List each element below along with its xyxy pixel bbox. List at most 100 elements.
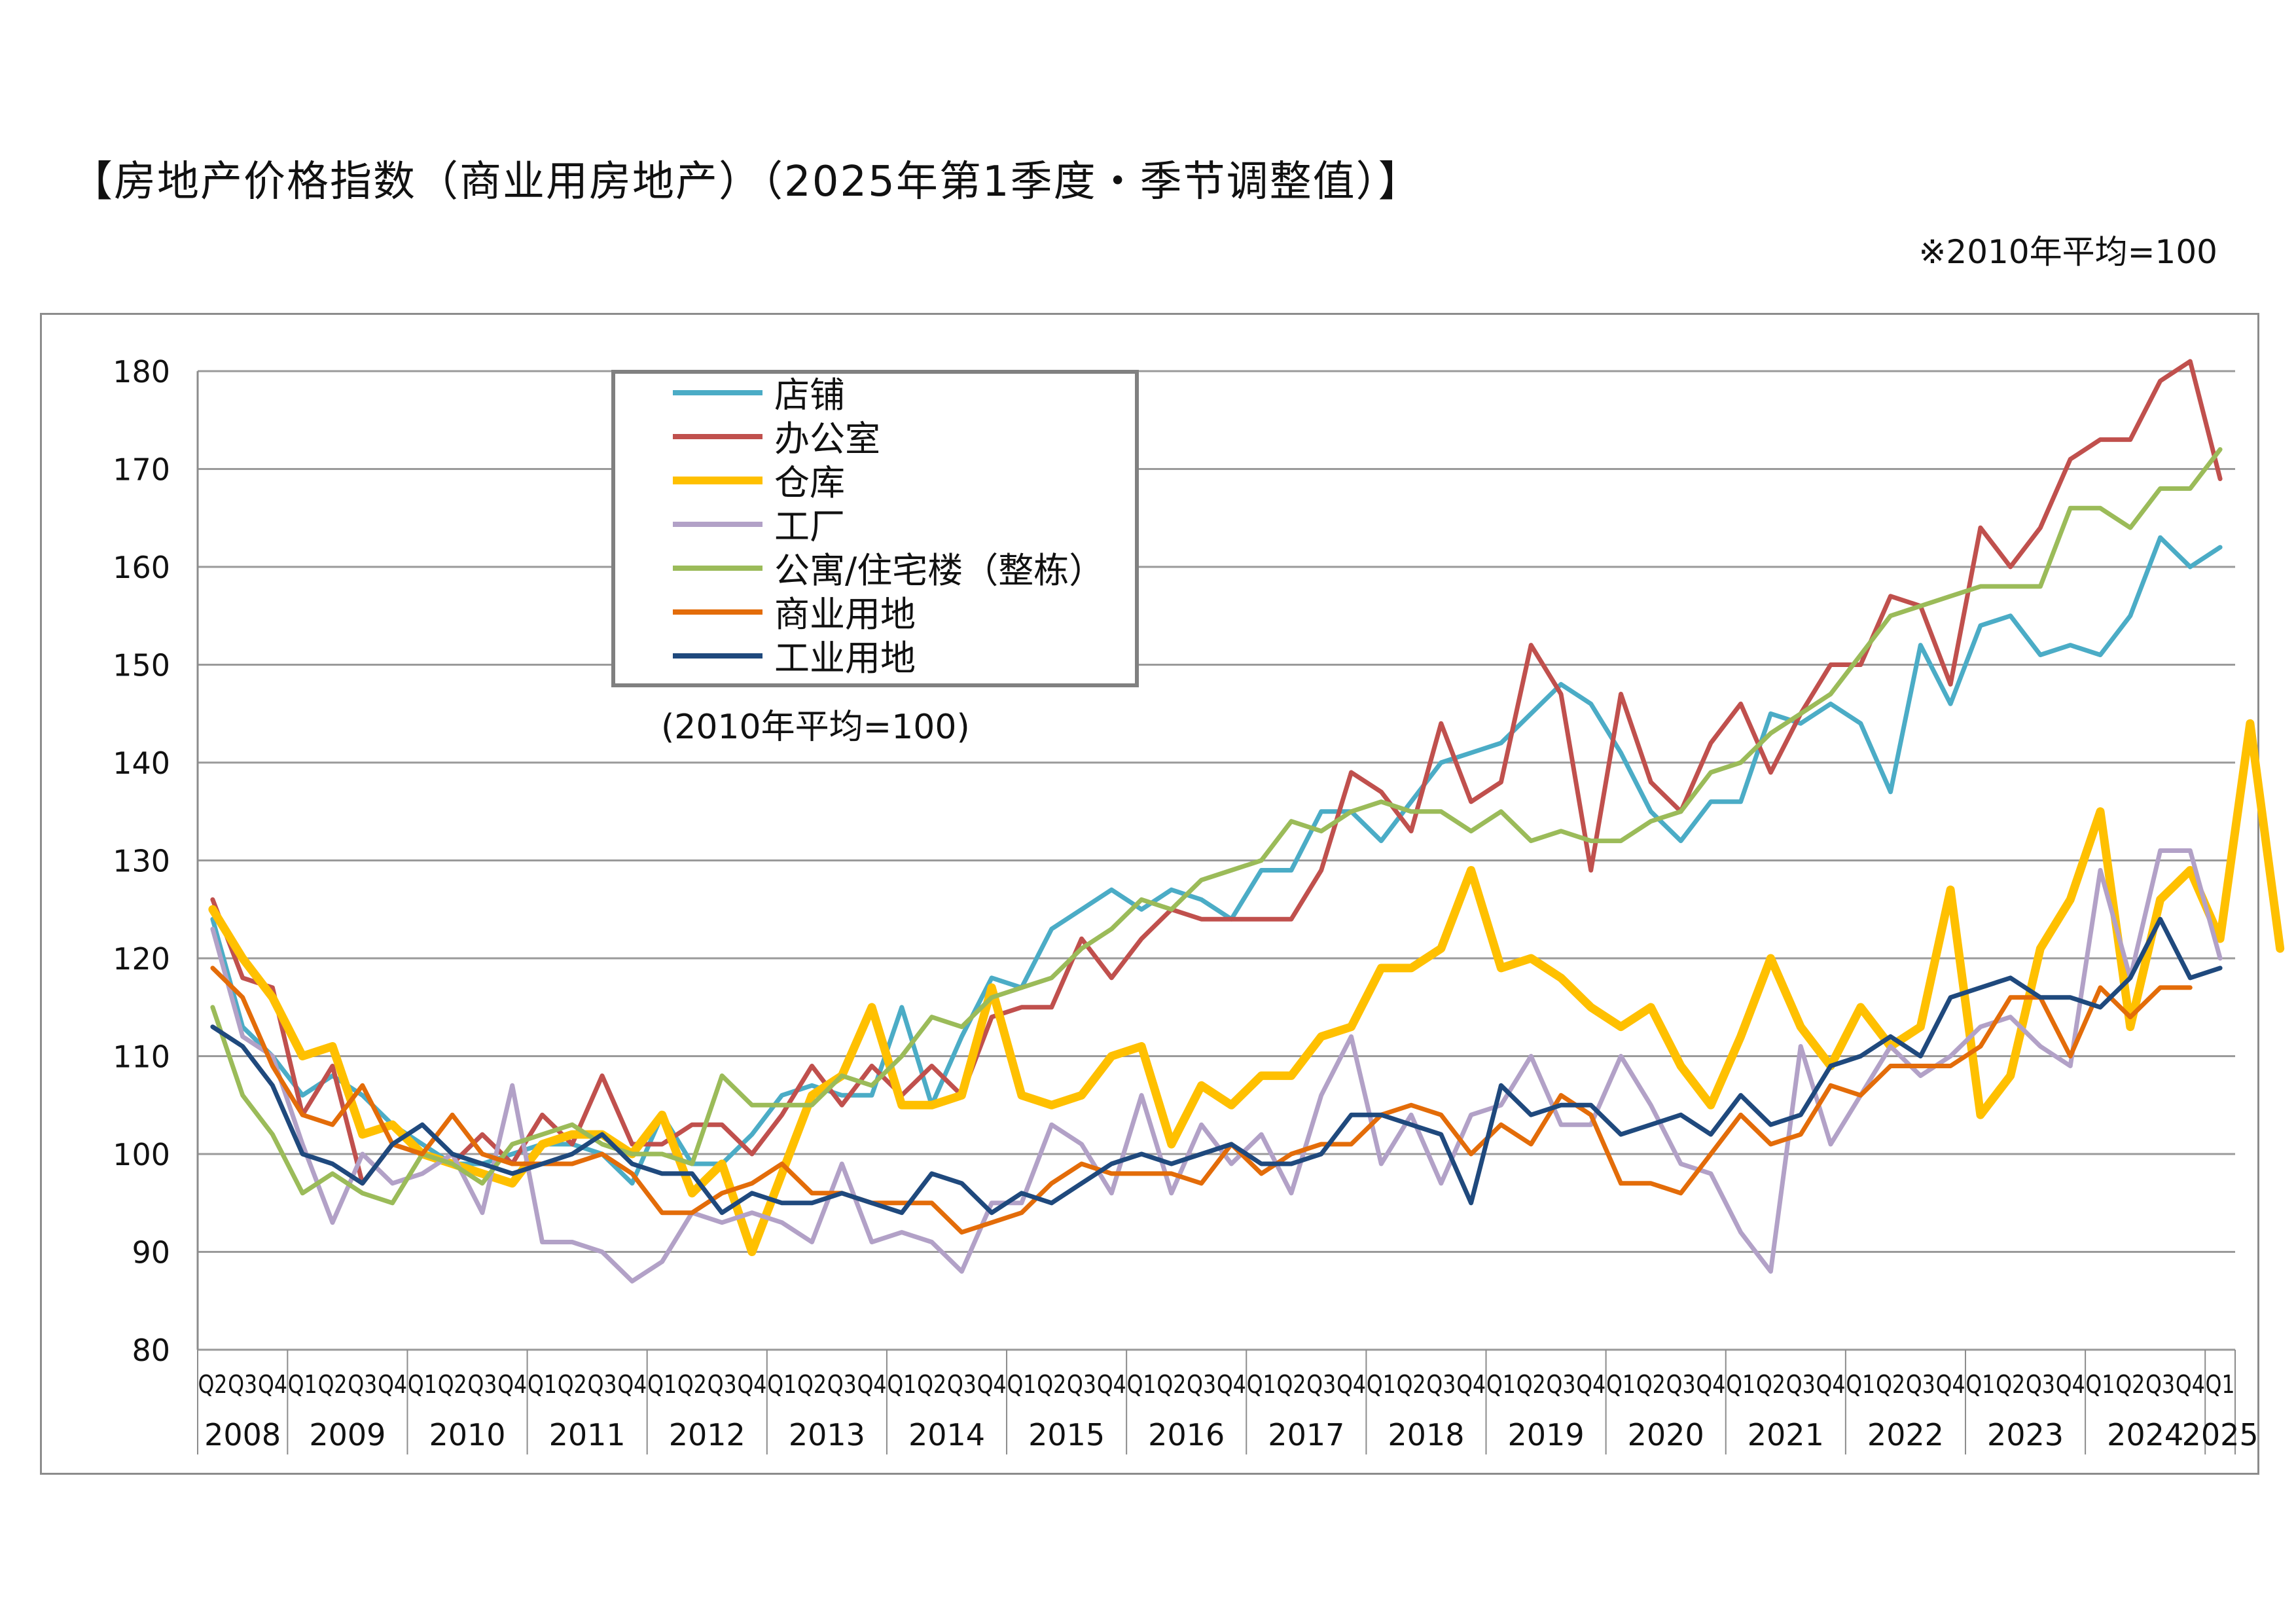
x-quarter-label: Q3 [228, 1370, 257, 1399]
series-line [210, 916, 2223, 1216]
x-quarter-label: Q2 [1636, 1370, 1666, 1399]
x-quarter-label: Q1 [767, 1370, 797, 1399]
y-tick-label: 160 [113, 550, 170, 585]
x-quarter-label: Q1 [887, 1370, 916, 1399]
x-quarter-label: Q4 [497, 1370, 527, 1399]
x-year-label: 2009 [309, 1417, 386, 1453]
x-quarter-label: Q3 [1426, 1370, 1456, 1399]
x-year-label: 2014 [908, 1417, 985, 1453]
y-tick-label: 130 [113, 844, 170, 879]
y-tick-label: 180 [113, 354, 170, 389]
x-year-label: 2016 [1148, 1417, 1225, 1453]
x-quarter-label: Q3 [2145, 1370, 2175, 1399]
x-quarter-label: Q3 [1067, 1370, 1096, 1399]
x-quarter-label: Q2 [1157, 1370, 1186, 1399]
x-quarter-label: Q1 [2206, 1370, 2235, 1399]
y-tick-label: 100 [113, 1137, 170, 1172]
x-year-label: 2024 [2107, 1417, 2183, 1453]
x-quarter-label: Q3 [1906, 1370, 1935, 1399]
x-year-label: 2019 [1508, 1417, 1585, 1453]
y-tick-label: 150 [113, 648, 170, 683]
x-quarter-label: Q4 [1576, 1370, 1605, 1399]
legend-label: 工业用地 [774, 638, 916, 679]
x-quarter-label: Q4 [737, 1370, 766, 1399]
x-quarter-label: Q1 [647, 1370, 677, 1399]
x-quarter-label: Q1 [1965, 1370, 1995, 1399]
x-quarter-label: Q1 [1726, 1370, 1755, 1399]
x-quarter-label: Q3 [708, 1370, 737, 1399]
legend-label: 商业用地 [774, 594, 916, 635]
y-tick-label: 80 [132, 1333, 170, 1368]
x-quarter-label: Q1 [528, 1370, 557, 1399]
x-year-label: 2015 [1028, 1417, 1105, 1453]
x-quarter-label: Q2 [1397, 1370, 1426, 1399]
x-quarter-label: Q3 [2026, 1370, 2055, 1399]
x-quarter-label: Q4 [1336, 1370, 1366, 1399]
x-year-label: 2020 [1628, 1417, 1704, 1453]
x-quarter-label: Q2 [1516, 1370, 1546, 1399]
legend-label: 仓库 [774, 462, 845, 503]
x-year-label: 2021 [1748, 1417, 1824, 1453]
x-quarter-label: Q4 [1456, 1370, 1486, 1399]
x-quarter-label: Q1 [408, 1370, 437, 1399]
chart-title: 【房地产价格指数（商业用房地产）（2025年第1季度・季节调整值）】 [71, 158, 1422, 206]
x-quarter-label: Q4 [1097, 1370, 1126, 1399]
x-quarter-label: Q4 [2176, 1370, 2205, 1399]
x-quarter-label: Q2 [438, 1370, 467, 1399]
x-quarter-label: Q2 [1756, 1370, 1785, 1399]
x-year-label: 2018 [1388, 1417, 1464, 1453]
x-quarter-label: Q4 [857, 1370, 887, 1399]
y-tick-label: 120 [113, 941, 170, 977]
x-quarter-label: Q2 [1996, 1370, 2025, 1399]
x-quarter-label: Q2 [917, 1370, 946, 1399]
x-quarter-label: Q2 [1037, 1370, 1066, 1399]
legend-label: 公寓/住宅楼（整栋） [774, 550, 1104, 591]
x-quarter-label: Q3 [1306, 1370, 1336, 1399]
x-quarter-label: Q3 [588, 1370, 617, 1399]
x-quarter-label: Q4 [1816, 1370, 1846, 1399]
x-quarter-label: Q1 [2086, 1370, 2115, 1399]
x-quarter-label: Q4 [977, 1370, 1007, 1399]
x-quarter-label: Q1 [1486, 1370, 1516, 1399]
legend-note: (2010年平均=100) [661, 708, 970, 747]
base-note: ※2010年平均=100 [1918, 233, 2217, 271]
series-line [210, 848, 2223, 1284]
x-year-label: 2013 [789, 1417, 865, 1453]
y-tick-label: 110 [113, 1039, 170, 1075]
x-quarter-label: Q4 [617, 1370, 647, 1399]
x-quarter-label: Q3 [467, 1370, 497, 1399]
x-quarter-label: Q3 [1666, 1370, 1696, 1399]
x-quarter-label: Q3 [1786, 1370, 1816, 1399]
x-quarter-label: Q3 [1547, 1370, 1576, 1399]
x-quarter-label: Q2 [198, 1370, 227, 1399]
x-quarter-label: Q1 [1007, 1370, 1037, 1399]
legend-label: 办公室 [774, 418, 880, 460]
y-tick-label: 170 [113, 452, 170, 488]
x-quarter-label: Q2 [797, 1370, 827, 1399]
x-quarter-label: Q2 [318, 1370, 348, 1399]
x-quarter-label: Q3 [947, 1370, 977, 1399]
x-quarter-label: Q4 [378, 1370, 407, 1399]
x-quarter-label: Q2 [1876, 1370, 1905, 1399]
x-quarter-label: Q2 [2115, 1370, 2145, 1399]
y-tick-label: 90 [132, 1235, 170, 1271]
x-year-label: 2022 [1867, 1417, 1944, 1453]
x-year-label: 2010 [429, 1417, 505, 1453]
x-quarter-label: Q1 [1127, 1370, 1157, 1399]
x-quarter-label: Q3 [348, 1370, 377, 1399]
x-quarter-label: Q2 [1277, 1370, 1306, 1399]
x-year-label: 2012 [669, 1417, 745, 1453]
series-line [210, 359, 2223, 1186]
y-tick-label: 140 [113, 746, 170, 781]
x-quarter-label: Q4 [258, 1370, 287, 1399]
x-year-label: 2011 [549, 1417, 626, 1453]
x-year-label: 2008 [204, 1417, 281, 1453]
x-year-label: 2023 [1987, 1417, 2064, 1453]
x-quarter-label: Q4 [2056, 1370, 2085, 1399]
legend-box [611, 370, 1139, 687]
x-quarter-label: Q3 [1187, 1370, 1216, 1399]
chart-frame [40, 313, 2259, 1475]
legend-label: 店铺 [774, 374, 845, 416]
series-line [210, 447, 2223, 1206]
